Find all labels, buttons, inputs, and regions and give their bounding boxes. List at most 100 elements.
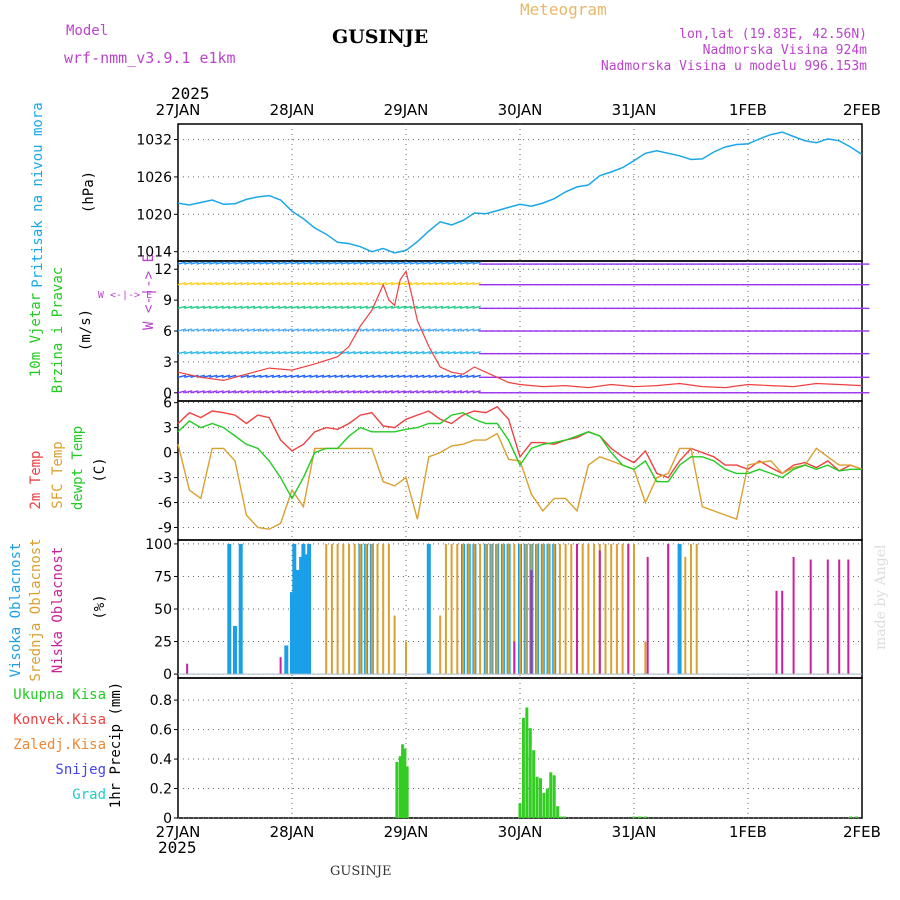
- wind-arrow: [221, 305, 231, 310]
- cloud-bar-high: [301, 543, 306, 675]
- wind-arrow: [453, 305, 463, 310]
- y-tick-label: 75: [154, 569, 172, 585]
- wind-arrow: [253, 350, 262, 355]
- wind-arrow: [403, 261, 412, 265]
- wind-arrow: [303, 261, 312, 265]
- wind-arrow: [365, 390, 375, 394]
- wind-arrow: [372, 390, 381, 394]
- wind-arrow: [215, 261, 224, 265]
- wind-arrow: [259, 281, 268, 286]
- wind-arrow: [246, 328, 256, 332]
- model-altitude-label: Nadmorska Visina u modelu 996.153m: [601, 59, 867, 74]
- wind-arrow: [184, 261, 193, 265]
- wind-arrow: [322, 374, 331, 379]
- wind-arrow: [378, 328, 387, 332]
- wind-arrow: [290, 374, 300, 379]
- cloud-bar-mid: [610, 543, 613, 675]
- wind-arrow: [303, 281, 312, 286]
- cloud-bar-mid: [467, 543, 470, 675]
- wind-arrow: [441, 281, 450, 286]
- wind-arrow: [459, 390, 469, 394]
- wind-arrow: [290, 390, 300, 394]
- wind-arrow: [347, 281, 356, 286]
- wind-arrow: [459, 374, 469, 379]
- wind-arrow: [441, 350, 450, 355]
- y-tick-label: -3: [158, 471, 172, 487]
- wind-arrow: [472, 305, 481, 310]
- wind-arrow: [209, 305, 218, 310]
- wind-arrow: [416, 390, 425, 394]
- cloud-unit: (%): [92, 594, 108, 619]
- precip-total-title: Ukupna Kisa: [13, 687, 106, 703]
- cloud-bar-mid: [450, 543, 453, 675]
- watermark: made by Angel: [873, 544, 889, 650]
- wind-arrow: [434, 328, 444, 332]
- cloud-bar-high: [295, 569, 300, 675]
- wind-arrow: [227, 281, 237, 286]
- precip-frz-title: Zaledj.Kisa: [13, 737, 106, 753]
- precip-unit: 1hr Precip (mm): [108, 682, 124, 808]
- wind-arrow: [422, 281, 431, 286]
- wind-arrow: [259, 261, 268, 265]
- y-tick-label: 12: [154, 262, 172, 278]
- cloud-bar-mid: [541, 543, 544, 675]
- precip-bar: [552, 775, 556, 818]
- precip-bar: [854, 816, 858, 818]
- wind-arrow: [353, 305, 362, 310]
- wind-arrow: [447, 374, 456, 379]
- wind-arrow: [296, 305, 306, 310]
- wind-arrow: [441, 261, 450, 265]
- wind-arrow: [234, 305, 243, 310]
- wind-arrow: [422, 305, 431, 310]
- wind-title: 10m Vjetar: [28, 293, 44, 377]
- wind-arrow: [322, 328, 331, 332]
- x-tick-label-bottom: 29JAN: [384, 823, 429, 841]
- wind-arrow: [290, 281, 300, 286]
- wind-arrow: [334, 261, 343, 265]
- wind-arrow: [315, 374, 325, 379]
- precip-bar: [632, 816, 636, 818]
- wind-arrow: [466, 281, 475, 286]
- wind-arrow: [284, 328, 293, 332]
- cloud-bar-mid: [695, 543, 698, 675]
- footer-station: GUSINJE: [330, 864, 391, 879]
- wind-arrow: [184, 281, 193, 286]
- wind-arrow: [466, 328, 475, 332]
- cloud-bar-low: [809, 559, 812, 675]
- wind-arrow: [253, 281, 262, 286]
- wind-arrow: [296, 261, 306, 265]
- wind-arrow: [428, 390, 437, 394]
- wind-arrow: [234, 350, 243, 355]
- x-tick-label-bottom: 28JAN: [270, 823, 315, 841]
- panel-pressure: 1014 1020 1026 1032: [136, 123, 863, 262]
- wind-arrow: [190, 328, 199, 332]
- cloud-bar-mid: [587, 543, 590, 675]
- wind-arrow: [259, 328, 268, 332]
- wind-arrow: [347, 328, 356, 332]
- wind-arrow: [397, 374, 406, 379]
- wind-arrow: [378, 374, 387, 379]
- wind-arrow: [384, 305, 394, 310]
- wind-arrow: [278, 328, 287, 332]
- wind-arrow: [271, 261, 281, 265]
- temp-line-dew: [177, 411, 862, 500]
- wind-arrow: [472, 374, 481, 379]
- y-tick-label: 3: [163, 355, 172, 371]
- wind-arrow: [309, 350, 318, 355]
- wind-arrow: [434, 261, 444, 265]
- y-axis-titles: Pritisak na nivou mora (hPa) 10m Vjetar Brz…: [8, 102, 157, 808]
- cloud-bar-mid: [359, 543, 362, 675]
- wind-arrow: [184, 305, 193, 310]
- wind-arrow: [372, 328, 381, 332]
- wind-arrow: [378, 305, 387, 310]
- wind-arrow: [422, 328, 431, 332]
- wind-arrow: [403, 328, 412, 332]
- wind-arrow: [328, 350, 337, 355]
- wind-arrow: [328, 374, 337, 379]
- wind-arrow: [303, 374, 312, 379]
- wind-arrow: [303, 305, 312, 310]
- wind-arrow: [365, 328, 375, 332]
- wind-arrow: [384, 281, 394, 286]
- cloud-bar-mid: [496, 543, 499, 675]
